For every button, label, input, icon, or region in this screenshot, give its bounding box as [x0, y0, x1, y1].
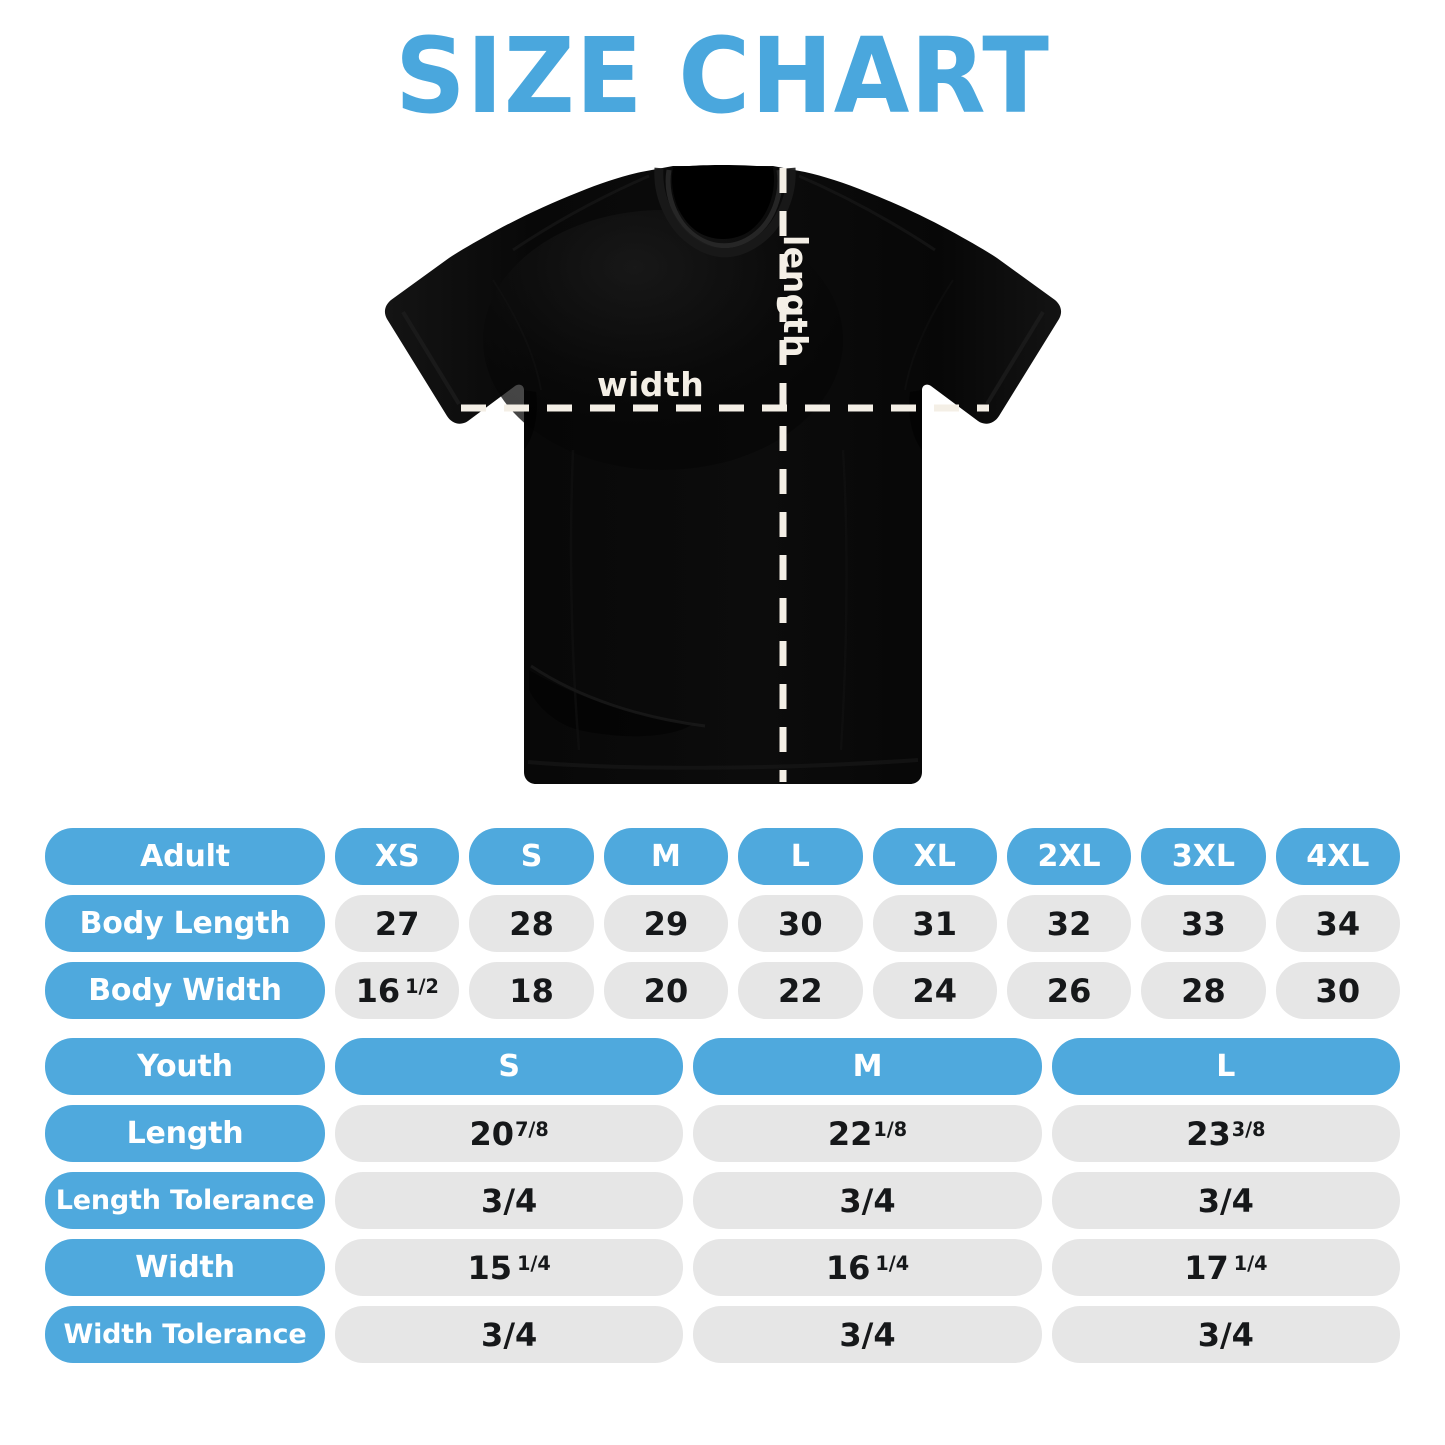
adult-size-table: Adult XS S M L XL 2XL 3XL 4XL Body Length 27 28 29 30… [45, 828, 1400, 1029]
value-whole: 17 [1184, 1248, 1229, 1287]
adult-value-cell: 22 [738, 962, 863, 1019]
table-row: Width Tolerance 3/4 3/4 3/4 [45, 1306, 1400, 1363]
youth-value-cell: 3/4 [1051, 1172, 1400, 1229]
value-whole: 18 [509, 971, 554, 1010]
adult-size-header-3xl[interactable]: 3XL [1141, 828, 1266, 885]
table-row: Length Tolerance 3/4 3/4 3/4 [45, 1172, 1400, 1229]
value-whole: 30 [778, 904, 823, 943]
value-whole: 16 [825, 1248, 871, 1287]
adult-value-cell: 29 [603, 895, 729, 952]
value-whole: 3/4 [839, 1181, 896, 1220]
tshirt-illustration: width length [0, 150, 1445, 810]
adult-value-cell: 32 [1006, 895, 1132, 952]
adult-value-cell: 31 [872, 895, 997, 952]
adult-value-cell: 24 [872, 962, 997, 1019]
value-whole: 28 [1181, 971, 1226, 1010]
adult-value-cell: 30 [738, 895, 863, 952]
table-row: Length 20 7/8 22 1/8 23 3/8 [45, 1105, 1400, 1162]
value-fraction: 1/4 [517, 1251, 551, 1275]
width-label: width [597, 365, 705, 404]
adult-size-header-xl[interactable]: XL [872, 828, 997, 885]
adult-value-cell: 16 1/2 [335, 962, 460, 1019]
value-fraction: 1/4 [1233, 1251, 1268, 1275]
value-whole: 3/4 [839, 1315, 896, 1354]
youth-row-label: Width Tolerance [45, 1306, 325, 1363]
table-row: Width 15 1/4 16 1/4 17 1/4 [45, 1239, 1400, 1296]
page-title: SIZE CHART [395, 15, 1050, 137]
youth-value-cell: 20 7/8 [335, 1105, 684, 1162]
adult-row-label: Body Width [45, 962, 325, 1019]
adult-value-cell: 28 [1141, 962, 1266, 1019]
youth-value-cell: 3/4 [693, 1306, 1042, 1363]
youth-value-cell: 15 1/4 [335, 1239, 684, 1296]
adult-size-header-4xl[interactable]: 4XL [1275, 828, 1400, 885]
value-whole: 16 [355, 971, 401, 1010]
youth-header-row: Youth S M L [45, 1038, 1400, 1095]
value-fraction: 3/8 [1231, 1117, 1266, 1141]
value-whole: 22 [778, 971, 823, 1010]
value-whole: 23 [1186, 1114, 1231, 1153]
value-whole: 34 [1315, 904, 1361, 943]
tshirt-svg [384, 165, 1061, 784]
youth-value-cell: 16 1/4 [693, 1239, 1042, 1296]
value-whole: 32 [1046, 904, 1092, 943]
youth-row-label: Length [45, 1105, 325, 1162]
adult-size-header-m[interactable]: M [603, 828, 729, 885]
table-row: Body Length 27 28 29 30 31 32 33 34 [45, 895, 1400, 952]
youth-value-cell: 17 1/4 [1051, 1239, 1400, 1296]
youth-category-label: Youth [45, 1038, 325, 1095]
youth-size-header-l[interactable]: L [1051, 1038, 1400, 1095]
adult-size-header-2xl[interactable]: 2XL [1006, 828, 1132, 885]
adult-value-cell: 28 [469, 895, 594, 952]
youth-row-label: Length Tolerance [45, 1172, 325, 1229]
value-whole: 27 [374, 904, 420, 943]
youth-value-cell: 3/4 [1051, 1306, 1400, 1363]
youth-size-table: Youth S M L Length 20 7/8 22 1/8 23 3/8 Length Tole… [45, 1038, 1400, 1373]
adult-row-label: Body Length [45, 895, 325, 952]
adult-header-row: Adult XS S M L XL 2XL 3XL 4XL [45, 828, 1400, 885]
value-whole: 3/4 [481, 1315, 538, 1354]
youth-size-header-s[interactable]: S [335, 1038, 684, 1095]
value-whole: 31 [912, 904, 957, 943]
adult-size-header-xs[interactable]: XS [335, 828, 460, 885]
value-whole: 20 [643, 971, 689, 1010]
adult-category-label: Adult [45, 828, 325, 885]
adult-value-cell: 34 [1275, 895, 1400, 952]
shirt-body [384, 165, 1061, 784]
value-whole: 29 [643, 904, 689, 943]
value-whole: 3/4 [1197, 1181, 1254, 1220]
adult-value-cell: 18 [469, 962, 594, 1019]
adult-value-cell: 26 [1006, 962, 1132, 1019]
youth-value-cell: 22 1/8 [693, 1105, 1042, 1162]
value-whole: 3/4 [481, 1181, 538, 1220]
youth-value-cell: 3/4 [335, 1306, 684, 1363]
measurement-guides [460, 168, 989, 782]
youth-value-cell: 3/4 [335, 1172, 684, 1229]
youth-size-header-m[interactable]: M [693, 1038, 1042, 1095]
value-whole: 26 [1046, 971, 1092, 1010]
youth-value-cell: 3/4 [693, 1172, 1042, 1229]
adult-value-cell: 27 [335, 895, 460, 952]
adult-size-header-s[interactable]: S [469, 828, 594, 885]
value-whole: 33 [1181, 904, 1226, 943]
value-whole: 22 [827, 1114, 873, 1153]
value-fraction: 1/2 [405, 974, 439, 998]
value-fraction: 1/4 [875, 1251, 910, 1275]
value-whole: 3/4 [1197, 1315, 1254, 1354]
table-row: Body Width 16 1/2 18 20 22 24 26 28 30 [45, 962, 1400, 1019]
adult-value-cell: 30 [1275, 962, 1400, 1019]
value-whole: 24 [912, 971, 957, 1010]
adult-value-cell: 33 [1141, 895, 1266, 952]
value-whole: 30 [1315, 971, 1361, 1010]
adult-size-header-l[interactable]: L [738, 828, 863, 885]
value-fraction: 7/8 [515, 1117, 549, 1141]
length-label: length [776, 235, 815, 359]
value-whole: 28 [509, 904, 554, 943]
youth-row-label: Width [45, 1239, 325, 1296]
value-whole: 20 [469, 1114, 515, 1153]
youth-value-cell: 23 3/8 [1051, 1105, 1400, 1162]
value-whole: 15 [467, 1248, 513, 1287]
adult-value-cell: 20 [603, 962, 729, 1019]
value-fraction: 1/8 [873, 1117, 908, 1141]
